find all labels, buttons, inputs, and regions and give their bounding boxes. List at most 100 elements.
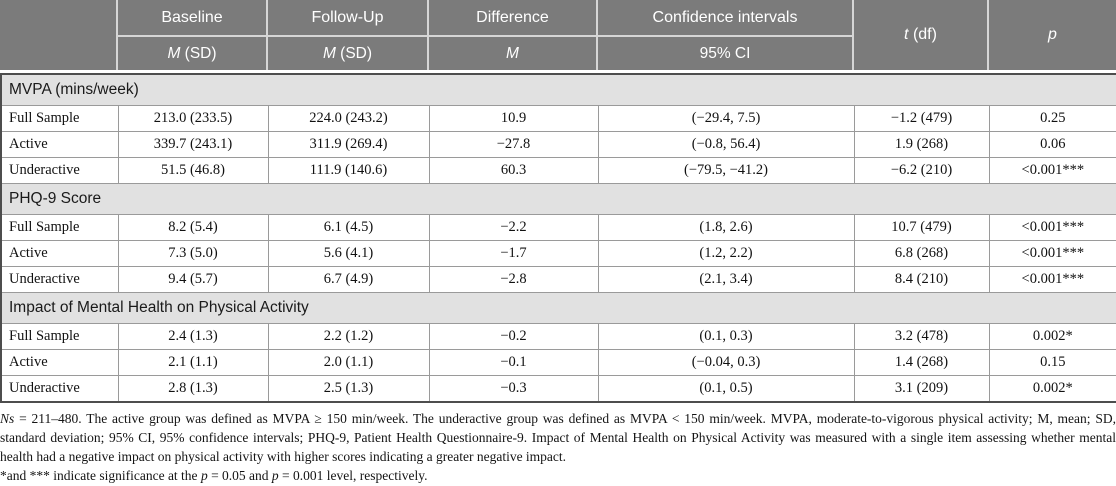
footnote-body-text: = 211–480. The active group was defined … bbox=[0, 411, 1116, 465]
cell-baseline: 2.8 (1.3) bbox=[117, 375, 269, 403]
m-symbol: M bbox=[322, 44, 336, 62]
section-title-mvpa: MVPA (mins/week) bbox=[1, 73, 1116, 106]
cell-p: <0.001*** bbox=[988, 240, 1116, 267]
m-symbol: M bbox=[167, 44, 181, 62]
header-empty-cell bbox=[0, 0, 117, 70]
cell-t-df: 6.8 (268) bbox=[853, 240, 990, 267]
footnote-abbreviations: Ns = 211–480. The active group was defin… bbox=[0, 409, 1116, 466]
cell-p: 0.06 bbox=[988, 131, 1116, 158]
stats-table-body: MVPA (mins/week) Full Sample 213.0 (233.… bbox=[0, 73, 1116, 403]
section-title-phq9: PHQ-9 Score bbox=[1, 183, 1116, 215]
table-row: Full Sample 2.4 (1.3) 2.2 (1.2) −0.2 (0.… bbox=[0, 323, 1116, 350]
cell-ci: (−79.5, −41.2) bbox=[597, 157, 855, 184]
sd-label: (SD) bbox=[335, 44, 373, 62]
cell-baseline: 8.2 (5.4) bbox=[117, 214, 269, 241]
cell-p: 0.002* bbox=[988, 375, 1116, 403]
cell-t-df: −1.2 (479) bbox=[853, 105, 990, 132]
sig-mid: = 0.05 and bbox=[207, 468, 272, 484]
cell-followup: 2.0 (1.1) bbox=[267, 349, 430, 376]
ci-label: 95% CI bbox=[699, 44, 751, 62]
section-row-impact: Impact of Mental Health on Physical Acti… bbox=[1, 292, 1116, 324]
header-confidence-intervals: Confidence intervals bbox=[596, 0, 853, 36]
cell-baseline: 2.4 (1.3) bbox=[117, 323, 269, 350]
t-symbol: t bbox=[904, 26, 909, 43]
cell-followup: 2.5 (1.3) bbox=[267, 375, 430, 403]
header-baseline: Baseline bbox=[116, 0, 267, 36]
section-title-impact: Impact of Mental Health on Physical Acti… bbox=[1, 292, 1116, 324]
cell-ci: (−0.04, 0.3) bbox=[597, 349, 855, 376]
table-row: Active 2.1 (1.1) 2.0 (1.1) −0.1 (−0.04, … bbox=[0, 349, 1116, 376]
footnote-significance: *and *** indicate significance at the p … bbox=[0, 466, 1116, 485]
cell-p: <0.001*** bbox=[988, 214, 1116, 241]
cell-followup: 6.1 (4.5) bbox=[267, 214, 430, 241]
cell-followup: 2.2 (1.2) bbox=[267, 323, 430, 350]
cell-t-df: 3.1 (209) bbox=[853, 375, 990, 403]
section-row-mvpa: MVPA (mins/week) bbox=[1, 73, 1116, 106]
cell-t-df: 1.9 (268) bbox=[853, 131, 990, 158]
cell-difference: −2.2 bbox=[428, 214, 599, 241]
row-label: Full Sample bbox=[0, 323, 119, 350]
cell-baseline: 2.1 (1.1) bbox=[117, 349, 269, 376]
header-p: p bbox=[987, 0, 1116, 70]
cell-baseline: 339.7 (243.1) bbox=[117, 131, 269, 158]
header-t-df: t (df) bbox=[852, 0, 988, 70]
cell-difference: −0.3 bbox=[428, 375, 599, 403]
table-row: Active 7.3 (5.0) 5.6 (4.1) −1.7 (1.2, 2.… bbox=[0, 240, 1116, 267]
cell-p: <0.001*** bbox=[988, 157, 1116, 184]
cell-ci: (−0.8, 56.4) bbox=[597, 131, 855, 158]
cell-ci: (1.2, 2.2) bbox=[597, 240, 855, 267]
p-symbol: p bbox=[271, 468, 279, 484]
row-label: Active bbox=[0, 240, 119, 267]
cell-difference: −0.2 bbox=[428, 323, 599, 350]
table-row: Underactive 9.4 (5.7) 6.7 (4.9) −2.8 (2.… bbox=[0, 266, 1116, 293]
sig-end: = 0.001 level, respectively. bbox=[278, 468, 428, 484]
subheader-followup-msd: M (SD) bbox=[266, 35, 428, 70]
row-label: Active bbox=[0, 349, 119, 376]
cell-difference: −2.8 bbox=[428, 266, 599, 293]
df-label: (df) bbox=[908, 26, 937, 43]
cell-followup: 224.0 (243.2) bbox=[267, 105, 430, 132]
cell-difference: −27.8 bbox=[428, 131, 599, 158]
cell-t-df: 8.4 (210) bbox=[853, 266, 990, 293]
p-symbol: p bbox=[1048, 26, 1057, 43]
cell-difference: −0.1 bbox=[428, 349, 599, 376]
sig-prefix: *and *** indicate significance at the bbox=[0, 468, 201, 484]
subheader-baseline-msd: M (SD) bbox=[116, 35, 267, 70]
cell-p: 0.15 bbox=[988, 349, 1116, 376]
cell-difference: −1.7 bbox=[428, 240, 599, 267]
cell-baseline: 51.5 (46.8) bbox=[117, 157, 269, 184]
cell-difference: 60.3 bbox=[428, 157, 599, 184]
row-label: Full Sample bbox=[0, 105, 119, 132]
cell-ci: (2.1, 3.4) bbox=[597, 266, 855, 293]
cell-p: <0.001*** bbox=[988, 266, 1116, 293]
cell-baseline: 213.0 (233.5) bbox=[117, 105, 269, 132]
row-label: Full Sample bbox=[0, 214, 119, 241]
cell-t-df: 3.2 (478) bbox=[853, 323, 990, 350]
row-label: Underactive bbox=[0, 266, 119, 293]
stats-table-header: Baseline Follow-Up Difference Confidence… bbox=[0, 0, 1116, 70]
table-footnotes: Ns = 211–480. The active group was defin… bbox=[0, 409, 1116, 486]
table-row: Underactive 2.8 (1.3) 2.5 (1.3) −0.3 (0.… bbox=[0, 375, 1116, 403]
cell-followup: 111.9 (140.6) bbox=[267, 157, 430, 184]
cell-ci: (1.8, 2.6) bbox=[597, 214, 855, 241]
subheader-difference-m: M bbox=[427, 35, 597, 70]
table-row: Full Sample 213.0 (233.5) 224.0 (243.2) … bbox=[0, 105, 1116, 132]
header-difference: Difference bbox=[427, 0, 597, 36]
table-row: Full Sample 8.2 (5.4) 6.1 (4.5) −2.2 (1.… bbox=[0, 214, 1116, 241]
cell-difference: 10.9 bbox=[428, 105, 599, 132]
cell-baseline: 7.3 (5.0) bbox=[117, 240, 269, 267]
ns-symbol: Ns bbox=[0, 411, 15, 426]
table-row: Underactive 51.5 (46.8) 111.9 (140.6) 60… bbox=[0, 157, 1116, 184]
cell-followup: 6.7 (4.9) bbox=[267, 266, 430, 293]
cell-baseline: 9.4 (5.7) bbox=[117, 266, 269, 293]
section-row-phq9: PHQ-9 Score bbox=[1, 183, 1116, 215]
cell-ci: (0.1, 0.3) bbox=[597, 323, 855, 350]
cell-p: 0.002* bbox=[988, 323, 1116, 350]
p-symbol: p bbox=[200, 468, 208, 484]
row-label: Underactive bbox=[0, 157, 119, 184]
cell-ci: (0.1, 0.5) bbox=[597, 375, 855, 403]
subheader-95ci: 95% CI bbox=[596, 35, 853, 70]
cell-followup: 311.9 (269.4) bbox=[267, 131, 430, 158]
table-row: Active 339.7 (243.1) 311.9 (269.4) −27.8… bbox=[0, 131, 1116, 158]
row-label: Active bbox=[0, 131, 119, 158]
